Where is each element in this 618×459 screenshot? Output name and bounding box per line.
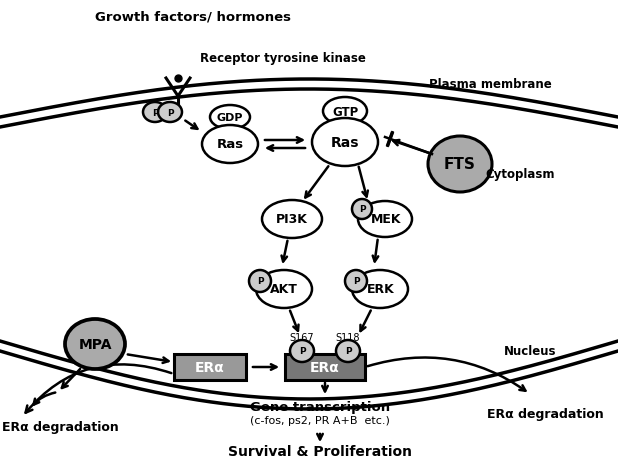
Text: Growth factors/ hormones: Growth factors/ hormones xyxy=(95,10,291,23)
Text: MEK: MEK xyxy=(371,213,401,226)
Text: MPA: MPA xyxy=(78,337,112,351)
Ellipse shape xyxy=(352,270,408,308)
Text: S167: S167 xyxy=(290,332,315,342)
Text: AKT: AKT xyxy=(270,283,298,296)
Bar xyxy=(174,354,246,380)
Ellipse shape xyxy=(428,137,492,193)
Bar xyxy=(285,354,365,380)
Ellipse shape xyxy=(323,98,367,126)
Text: ERα degradation: ERα degradation xyxy=(2,420,119,434)
Text: Ras: Ras xyxy=(216,138,243,151)
Ellipse shape xyxy=(312,119,378,167)
Text: FTS: FTS xyxy=(444,157,476,172)
Ellipse shape xyxy=(290,340,314,362)
Text: PI3K: PI3K xyxy=(276,213,308,226)
Text: ERα: ERα xyxy=(310,360,340,374)
Text: Nucleus: Nucleus xyxy=(504,345,556,358)
Text: ERα degradation: ERα degradation xyxy=(486,408,603,420)
Ellipse shape xyxy=(336,340,360,362)
Text: GTP: GTP xyxy=(332,105,358,118)
Text: P: P xyxy=(256,277,263,286)
Text: ERα: ERα xyxy=(195,360,225,374)
Text: P: P xyxy=(298,347,305,356)
Ellipse shape xyxy=(262,201,322,239)
Text: P: P xyxy=(345,347,351,356)
Ellipse shape xyxy=(210,106,250,130)
Ellipse shape xyxy=(256,270,312,308)
Text: P: P xyxy=(353,277,359,286)
Text: (c-fos, ps2, PR A+B  etc.): (c-fos, ps2, PR A+B etc.) xyxy=(250,415,390,425)
Text: P: P xyxy=(167,108,173,117)
Text: Survival & Proliferation: Survival & Proliferation xyxy=(228,444,412,458)
Text: P: P xyxy=(151,108,158,117)
Ellipse shape xyxy=(358,202,412,237)
Text: S118: S118 xyxy=(336,332,360,342)
Text: P: P xyxy=(358,205,365,214)
Text: Receptor tyrosine kinase: Receptor tyrosine kinase xyxy=(200,52,366,65)
Ellipse shape xyxy=(345,270,367,292)
Ellipse shape xyxy=(352,200,372,219)
Text: Plasma membrane: Plasma membrane xyxy=(429,78,551,91)
Text: Gene transcription: Gene transcription xyxy=(250,401,390,414)
Text: Cytoplasm: Cytoplasm xyxy=(485,168,555,181)
Text: ERK: ERK xyxy=(367,283,395,296)
Text: Ras: Ras xyxy=(331,136,359,150)
Ellipse shape xyxy=(202,126,258,164)
Ellipse shape xyxy=(143,103,167,123)
Ellipse shape xyxy=(158,103,182,123)
Text: GDP: GDP xyxy=(217,113,243,123)
Ellipse shape xyxy=(65,319,125,369)
Ellipse shape xyxy=(249,270,271,292)
